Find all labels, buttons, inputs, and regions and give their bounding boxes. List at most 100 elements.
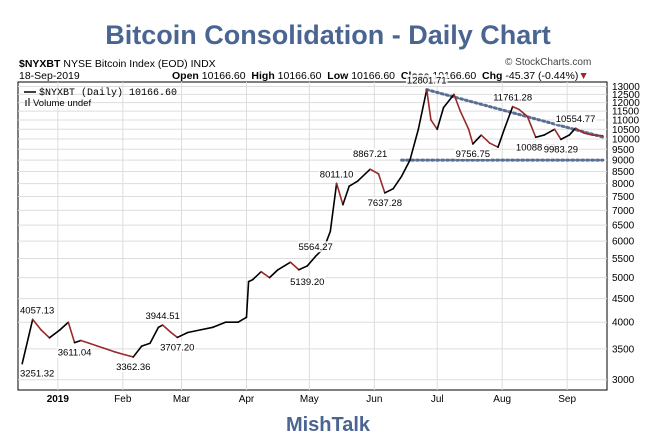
series-segment	[67, 321, 76, 344]
y-tick-label: 7500	[612, 192, 635, 203]
series-segment	[583, 132, 594, 136]
chg-label: Chg	[482, 70, 503, 82]
y-tick-label: 10500	[612, 125, 640, 136]
stockcharts-watermark: © StockCharts.com	[505, 57, 592, 68]
series-segment	[105, 348, 116, 353]
data-label: 8011.10	[320, 169, 354, 180]
series-segment	[430, 119, 439, 131]
series-segment	[574, 127, 585, 134]
x-tick-label: Aug	[493, 394, 511, 405]
data-label-bg	[542, 143, 580, 155]
y-tick-label: 3000	[612, 375, 635, 386]
series-segment	[459, 110, 470, 131]
data-label: 3944.51	[145, 311, 179, 322]
series-segment	[59, 321, 70, 331]
data-label: 7637.28	[368, 198, 402, 209]
y-tick-label: 7000	[612, 206, 635, 217]
series-segment	[369, 168, 380, 175]
high-label: High	[251, 70, 275, 82]
series-segment	[289, 261, 300, 271]
y-tick-label: 11500	[612, 107, 640, 118]
series-segment	[467, 128, 474, 145]
series-segment	[335, 182, 344, 206]
data-label: 3707.20	[160, 342, 194, 353]
plot-frame	[17, 81, 608, 391]
series-segment	[568, 127, 577, 136]
series-segment	[277, 261, 292, 271]
series-segment	[73, 339, 82, 344]
legend-entry-price: $NYXBT (Daily) 10166.60	[39, 87, 177, 99]
y-tick-label: 11000	[612, 115, 640, 126]
chart-date: 18-Sep-2019	[19, 70, 80, 82]
series-segment	[400, 159, 411, 178]
data-label: 10554.77	[556, 114, 596, 125]
y-axis-labels: 3000 3500 4000 4500 5000 5500 6000 6500 7000 7500…	[612, 82, 640, 386]
series-segment	[356, 168, 371, 182]
data-label-bg	[454, 147, 492, 159]
series-segment	[124, 353, 135, 358]
legend: $NYXBT (Daily) 10166.60 Volume undef	[24, 87, 177, 109]
series-segment	[306, 255, 317, 267]
data-label-bg	[19, 367, 56, 379]
series-segment	[553, 128, 562, 141]
series-segment	[40, 329, 51, 339]
legend-volume-swatch	[25, 100, 27, 106]
series-segment	[503, 105, 514, 131]
x-tick-label: Jun	[366, 394, 382, 405]
series-segment	[488, 142, 499, 148]
chart-title: Bitcoin Consolidation - Daily Chart	[105, 20, 551, 50]
high-value: 10166.60	[277, 70, 322, 82]
low-label: Low	[327, 70, 349, 82]
data-label-bg	[289, 276, 326, 288]
data-label: 3251.32	[20, 369, 54, 380]
series-segment	[212, 321, 227, 329]
series-segment	[329, 182, 338, 233]
data-label-bg	[405, 74, 448, 86]
data-label: 3611.04	[58, 348, 92, 359]
y-tick-label: 6000	[612, 237, 635, 248]
series-segment	[511, 105, 520, 111]
series-segment	[560, 134, 571, 141]
data-label-bg	[514, 141, 557, 153]
series-segment	[96, 345, 107, 350]
y-tick-label: 5500	[612, 254, 635, 265]
y-tick-label: 5000	[612, 273, 635, 284]
data-label-bg	[19, 304, 56, 316]
data-label: 11761.28	[493, 93, 532, 104]
open-value: 10166.60	[201, 70, 246, 82]
y-tick-label: 10000	[612, 135, 640, 146]
y-tick-label: 12000	[612, 98, 640, 109]
series-segment	[268, 268, 279, 279]
data-label: 5139.20	[290, 277, 324, 288]
data-label: 12801.71	[407, 76, 447, 87]
data-label-bg	[56, 346, 93, 358]
series-segment	[436, 106, 445, 131]
x-tick-label: Sep	[558, 394, 576, 405]
y-tick-label: 9500	[612, 145, 635, 156]
x-axis-labels: 2019 Feb Mar Apr May Jun Jul Aug Sep	[47, 394, 577, 405]
data-label-bg	[554, 113, 597, 125]
series-segment	[298, 265, 309, 271]
series-segment	[384, 187, 394, 194]
series-segment	[161, 324, 172, 334]
symbol: $NYXBT	[19, 58, 61, 70]
series-segment	[149, 326, 160, 345]
series-segment	[472, 134, 483, 145]
symbol-line: $NYXBT NYSE Bitcoin Index (EOD) INDX	[19, 58, 216, 70]
data-label-bg	[297, 241, 334, 253]
series-segment	[199, 326, 214, 331]
trendline	[425, 88, 605, 139]
y-tick-label: 3500	[612, 344, 635, 355]
legend-volume-swatch-2	[28, 98, 30, 106]
series-segment	[21, 318, 34, 365]
y-tick-label: 8000	[612, 179, 635, 190]
data-label: 10088.53	[516, 142, 556, 153]
series-segment	[518, 108, 529, 118]
series-segment	[534, 134, 545, 139]
series-segment	[113, 350, 126, 356]
y-tick-label: 4000	[612, 318, 635, 329]
x-tick-label: Feb	[114, 394, 132, 405]
x-tick-label: Jul	[431, 394, 444, 405]
y-tick-label: 8500	[612, 167, 635, 178]
series-segment	[453, 93, 462, 112]
